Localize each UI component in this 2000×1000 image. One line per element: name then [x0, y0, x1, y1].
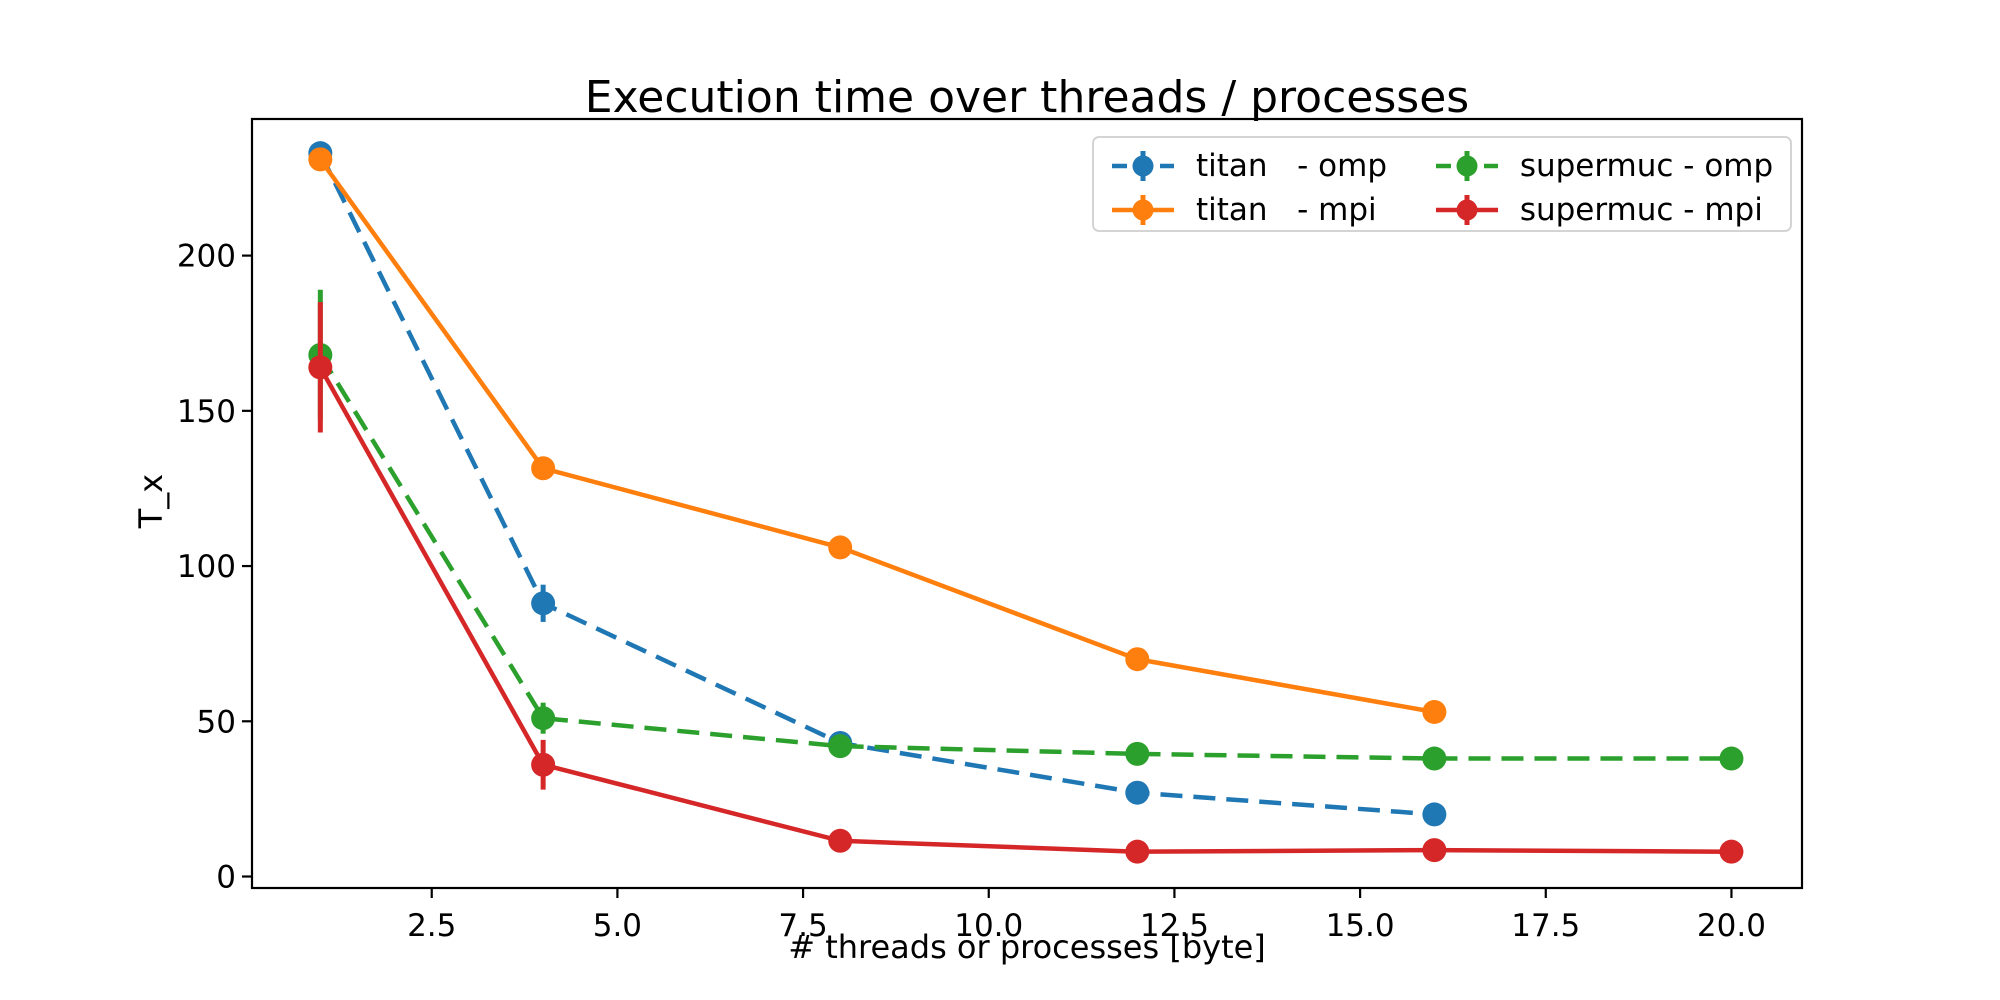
- data-point-marker: [1422, 838, 1447, 863]
- y-axis-label: T_x: [132, 474, 170, 529]
- data-point-marker: [308, 355, 333, 380]
- series-line: [318, 353, 1732, 761]
- x-tick-label: 12.5: [1140, 908, 1209, 944]
- legend: titan - omp titan - mpi supermuc - omp supe…: [1092, 136, 1792, 232]
- data-point-marker: [1125, 780, 1150, 805]
- data-point-marker: [1719, 839, 1744, 864]
- legend-label: titan - mpi: [1196, 191, 1377, 228]
- legend-entry-supermuc-omp: supermuc - omp: [1434, 144, 1774, 188]
- y-tick-label: 150: [177, 394, 236, 430]
- y-tick-label: 200: [177, 239, 236, 275]
- plot-area-border: [250, 117, 1804, 890]
- legend-errorbar-swatch-titan-omp: [1112, 151, 1174, 181]
- legend-entry-titan-mpi: titan - mpi: [1110, 188, 1388, 232]
- data-point-marker: [1422, 746, 1447, 771]
- plot-series: [308, 141, 1744, 864]
- axis-ticks: 2.5 5.0 7.5 10.0 12.5 15.0 17.5 20.0 0 50 100 150 20…: [177, 239, 1766, 944]
- y-tick-label: 50: [197, 704, 236, 740]
- legend-errorbar-swatch-titan-mpi: [1112, 195, 1174, 225]
- data-point-marker: [531, 591, 556, 616]
- legend-marker: [1132, 155, 1154, 177]
- data-point-marker: [1422, 699, 1447, 724]
- x-tick-label: 10.0: [954, 908, 1023, 944]
- series-supermuc-mpi: [308, 302, 1744, 864]
- data-point-marker: [531, 456, 556, 481]
- data-point-marker: [828, 535, 853, 560]
- legend-marker: [1456, 155, 1478, 177]
- legend-entry-supermuc-mpi: supermuc - mpi: [1434, 188, 1774, 232]
- x-tick-label: 20.0: [1697, 908, 1766, 944]
- legend-marker: [1132, 199, 1154, 221]
- legend-label: supermuc - mpi: [1519, 191, 1763, 228]
- legend-label: supermuc - omp: [1519, 147, 1774, 184]
- data-point-marker: [1422, 802, 1447, 827]
- series-supermuc-omp: [308, 289, 1744, 771]
- data-point-marker: [1125, 839, 1150, 864]
- data-point-marker: [1719, 746, 1744, 771]
- legend-label: titan - omp: [1196, 147, 1388, 184]
- series-line: [318, 152, 1435, 817]
- x-tick-label: 17.5: [1511, 908, 1580, 944]
- data-point-marker: [1125, 741, 1150, 766]
- data-point-marker: [531, 752, 556, 777]
- x-tick-label: 2.5: [407, 908, 456, 944]
- x-tick-label: 15.0: [1326, 908, 1395, 944]
- data-point-marker: [308, 147, 333, 172]
- chart-title: Execution time over threads / processes: [585, 72, 1469, 123]
- x-tick-label: 5.0: [593, 908, 642, 944]
- data-point-marker: [828, 828, 853, 853]
- x-tick-label: 7.5: [778, 908, 827, 944]
- data-point-marker: [828, 734, 853, 759]
- y-tick-label: 100: [177, 549, 236, 585]
- y-tick-label: 0: [216, 860, 236, 896]
- series-titan-omp: [308, 141, 1447, 827]
- series-line: [318, 158, 1435, 715]
- series-line: [318, 366, 1732, 854]
- series-titan-mpi: [308, 147, 1447, 724]
- legend-errorbar-swatch-supermuc-mpi: [1435, 195, 1498, 225]
- x-axis-label: # threads or processes [byte]: [788, 928, 1266, 966]
- legend-errorbar-swatch-supermuc-omp: [1435, 151, 1498, 181]
- data-point-marker: [531, 706, 556, 731]
- legend-marker: [1456, 199, 1478, 221]
- data-point-marker: [1125, 647, 1150, 672]
- legend-entry-titan-omp: titan - omp: [1110, 144, 1388, 188]
